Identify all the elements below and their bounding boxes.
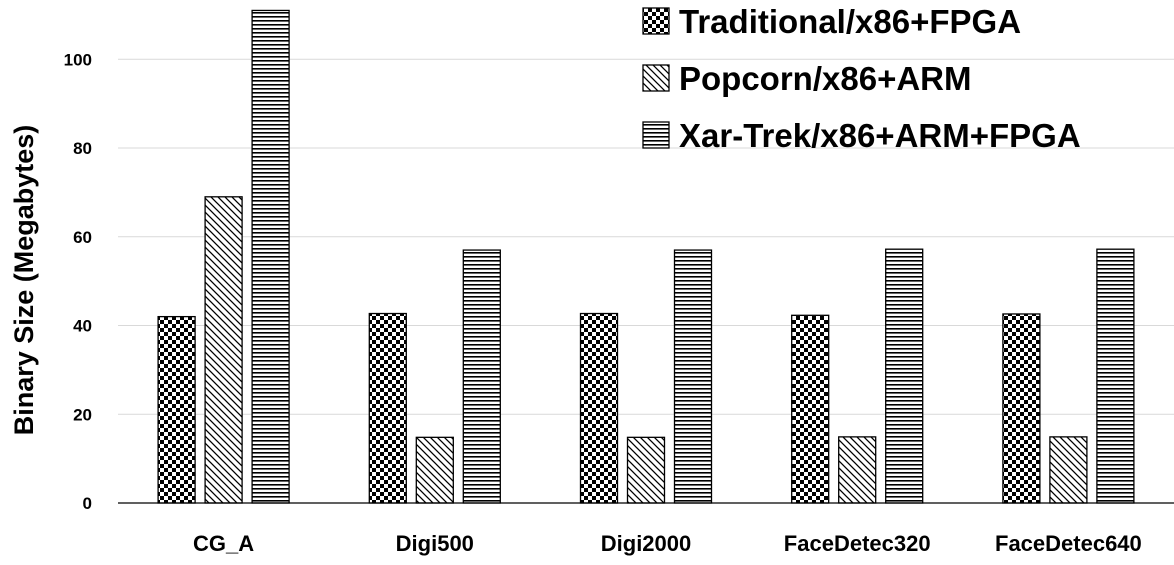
bar-horizontal <box>1096 248 1135 504</box>
bar-horizontal <box>885 248 924 504</box>
bar-diagonal <box>204 196 243 504</box>
y-axis-label: Binary Size (Megabytes) <box>9 125 39 436</box>
bar-diagonal <box>415 436 454 504</box>
legend-swatch <box>642 7 670 35</box>
y-tick-label: 40 <box>73 317 92 336</box>
x-axis-category-labels: CG_A Digi500 Digi2000 FaceDetec320 FaceDetec… <box>193 531 1142 556</box>
y-tick-label: 60 <box>73 228 92 247</box>
bar-horizontal <box>462 249 501 504</box>
bar-checker <box>1002 313 1041 504</box>
legend-swatch <box>642 64 670 92</box>
x-category-label: FaceDetec640 <box>995 531 1142 556</box>
y-tick-label: 20 <box>73 405 92 424</box>
legend-label: Popcorn/x86+ARM <box>679 60 972 97</box>
legend-label: Traditional/x86+FPGA <box>679 3 1021 40</box>
legend: Traditional/x86+FPGA Popcorn/x86+ARM Xar-T… <box>642 3 1081 154</box>
bar-diagonal <box>1049 436 1088 504</box>
x-category-label: Digi500 <box>396 531 474 556</box>
bar-horizontal <box>251 9 290 504</box>
bar-diagonal <box>626 436 666 504</box>
bar-checker <box>579 312 619 504</box>
x-category-label: CG_A <box>193 531 254 556</box>
y-tick-label: 80 <box>73 139 92 158</box>
gridlines <box>118 58 1174 415</box>
legend-label: Xar-Trek/x86+ARM+FPGA <box>679 117 1081 154</box>
y-axis-tick-labels: 0 20 40 60 80 100 <box>64 50 92 513</box>
bar-checker <box>157 315 196 504</box>
bar-diagonal <box>838 436 877 504</box>
bar-checker <box>791 314 830 504</box>
bars <box>157 9 1135 504</box>
y-tick-label: 100 <box>64 50 92 69</box>
legend-swatch <box>642 121 670 149</box>
y-tick-label: 0 <box>83 494 92 513</box>
x-category-label: Digi2000 <box>601 531 692 556</box>
bar-horizontal <box>673 249 713 504</box>
bar-checker <box>368 312 407 504</box>
x-category-label: FaceDetec320 <box>784 531 931 556</box>
